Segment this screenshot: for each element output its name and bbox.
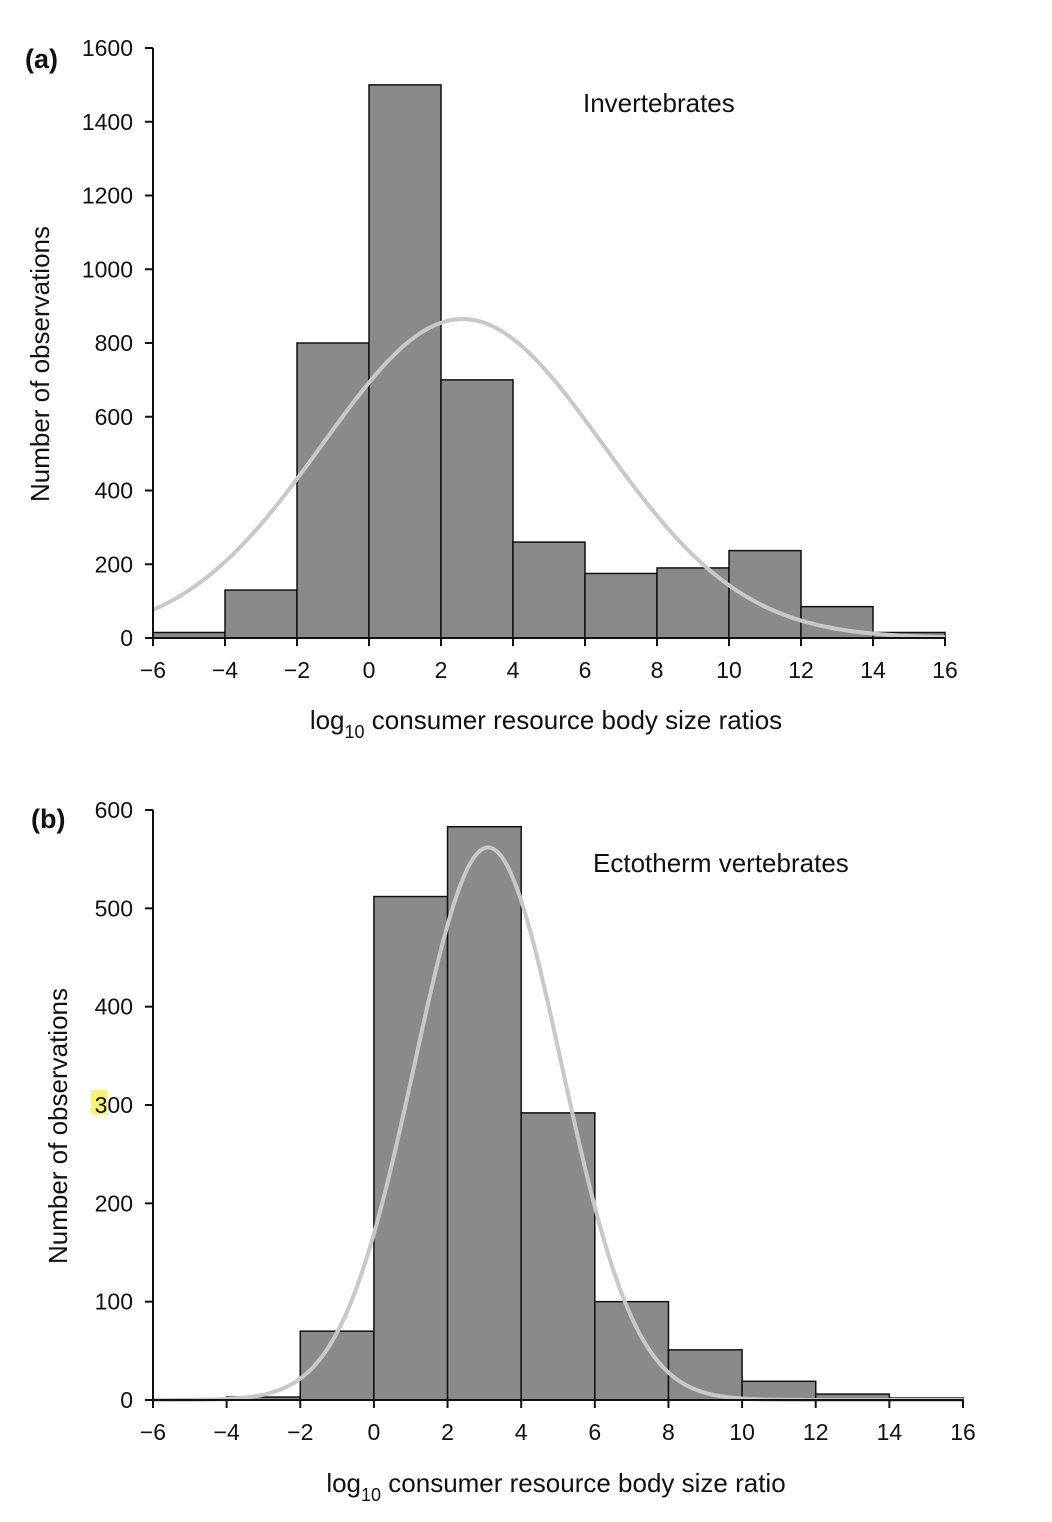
y-tick-label: 400 bbox=[95, 994, 133, 1020]
x-tick-label: −2 bbox=[287, 1419, 313, 1445]
x-tick-label: 8 bbox=[651, 657, 664, 683]
x-tick-label: 0 bbox=[363, 657, 376, 683]
y-tick-label: 1000 bbox=[82, 256, 133, 282]
y-tick-label: 0 bbox=[120, 625, 133, 651]
x-tick-label: 16 bbox=[932, 657, 958, 683]
x-tick-label: −6 bbox=[140, 657, 166, 683]
y-tick-label: 500 bbox=[95, 895, 133, 921]
plot-area-b: −6 −4 −2 0 2 4 6 8 10 12 14 16 0 100 200 300 400 500 600 bbox=[91, 797, 976, 1445]
x-tick-label: 14 bbox=[877, 1419, 903, 1445]
plot-area-a: −6 −4 −2 0 2 4 6 8 10 12 14 16 0 200 400 600 800 1000 1200… bbox=[82, 35, 958, 683]
y-tick-label: 1400 bbox=[82, 109, 133, 135]
x-tick-label: 2 bbox=[435, 657, 448, 683]
x-tick-label: −6 bbox=[140, 1419, 166, 1445]
y-tick-label: 1200 bbox=[82, 183, 133, 209]
x-tick-label: 12 bbox=[788, 657, 814, 683]
panel-label-a: (a) bbox=[25, 44, 58, 74]
x-axis-title-b-log: log bbox=[326, 1468, 361, 1498]
y-tick-label: 400 bbox=[95, 478, 133, 504]
x-tick-label: 4 bbox=[507, 657, 520, 683]
x-tick-label: 12 bbox=[803, 1419, 829, 1445]
x-tick-label: 10 bbox=[716, 657, 742, 683]
x-axis-title-b-sub: 10 bbox=[361, 1485, 381, 1505]
x-tick-label: −4 bbox=[212, 657, 238, 683]
y-tick-label: 100 bbox=[95, 1289, 133, 1315]
x-axis-title-b: log10 consumer resource body size ratio bbox=[326, 1468, 785, 1505]
histogram-bar bbox=[446, 825, 522, 1401]
panel-label-b: (b) bbox=[31, 804, 65, 834]
x-tick-label: 8 bbox=[662, 1419, 675, 1445]
histogram-bar bbox=[368, 84, 442, 639]
histogram-bar bbox=[224, 589, 298, 639]
x-axis-title-a-log: log bbox=[310, 705, 345, 735]
x-tick-label: 2 bbox=[441, 1419, 454, 1445]
normal-fit-curve bbox=[152, 317, 946, 640]
y-tick-label: 200 bbox=[95, 551, 133, 577]
x-tick-label: −2 bbox=[284, 657, 310, 683]
y-axis-title-a: Number of observations bbox=[25, 226, 55, 502]
histogram-bar bbox=[299, 1330, 375, 1401]
x-tick-label: 6 bbox=[588, 1419, 601, 1445]
histogram-bar bbox=[440, 379, 514, 639]
y-tick-label: 600 bbox=[95, 404, 133, 430]
panel-b-ectotherm-vertebrates: (b) Ectotherm vertebrates Number of obse… bbox=[31, 797, 976, 1505]
annotation-ectotherm-vertebrates: Ectotherm vertebrates bbox=[593, 848, 849, 878]
y-axis-title-b: Number of observations bbox=[43, 988, 73, 1264]
x-axis-title-b-rest: consumer resource body size ratio bbox=[381, 1468, 786, 1498]
x-tick-label: −4 bbox=[214, 1419, 240, 1445]
y-tick-label: 600 bbox=[95, 797, 133, 823]
annotation-invertebrates: Invertebrates bbox=[583, 88, 735, 118]
histogram-bar bbox=[584, 572, 658, 639]
histogram-bar bbox=[296, 342, 370, 639]
x-tick-label: 4 bbox=[515, 1419, 528, 1445]
y-tick-label: 300 bbox=[95, 1092, 133, 1118]
x-axis-title-a: log10 consumer resource body size ratios bbox=[310, 705, 782, 742]
x-tick-label: 16 bbox=[950, 1419, 976, 1445]
panel-a-invertebrates: (a) Invertebrates Number of observations… bbox=[25, 35, 958, 742]
y-tick-label: 1600 bbox=[82, 35, 133, 61]
y-tick-label: 800 bbox=[95, 330, 133, 356]
y-tick-label: 200 bbox=[95, 1190, 133, 1216]
x-axis-title-a-sub: 10 bbox=[345, 722, 365, 742]
x-tick-label: 0 bbox=[368, 1419, 381, 1445]
x-tick-label: 10 bbox=[729, 1419, 755, 1445]
tick-highlight-mark bbox=[91, 1090, 107, 1115]
x-tick-label: 14 bbox=[860, 657, 886, 683]
y-tick-label: 0 bbox=[120, 1387, 133, 1413]
x-axis-title-a-rest: consumer resource body size ratios bbox=[365, 705, 783, 735]
x-tick-label: 6 bbox=[579, 657, 592, 683]
histogram-bar bbox=[512, 541, 586, 639]
